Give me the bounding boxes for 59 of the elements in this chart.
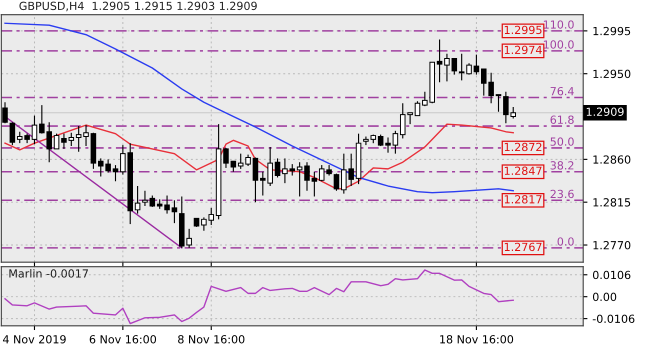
- candlestick: [76, 126, 82, 152]
- y-tick-label: 1.2770: [593, 240, 630, 250]
- annotation: 61.8: [550, 115, 574, 124]
- y-tick-label: 1.2860: [593, 155, 630, 164]
- y-tick-label: -0.0106: [592, 314, 634, 323]
- annotation: 50.0: [550, 137, 574, 146]
- x-tick-label: 6 Nov 16:00: [90, 335, 156, 344]
- ref-line-label: 1.2974: [504, 46, 542, 54]
- candlestick: [238, 153, 244, 170]
- y-tick-label: 1.2815: [593, 198, 630, 207]
- candlestick: [98, 158, 104, 178]
- annotation: 110.0: [544, 20, 574, 29]
- candlestick: [156, 198, 162, 210]
- annotation: 38.2: [550, 161, 574, 170]
- y-tick-label: 0.0106: [592, 270, 630, 280]
- candlestick: [400, 102, 406, 139]
- candlestick: [326, 164, 332, 176]
- annotation: 23.6: [550, 190, 574, 198]
- candlestick: [39, 104, 45, 134]
- annotation: 0.0: [558, 237, 574, 246]
- candlestick: [134, 185, 140, 214]
- candlestick: [46, 122, 52, 163]
- annotation: 76.4: [550, 86, 574, 96]
- annotation: 100.0: [544, 40, 574, 49]
- ref-line-label: 1.2817: [504, 195, 542, 204]
- candlestick: [68, 132, 74, 147]
- x-tick-label: 4 Nov 2019: [2, 335, 66, 344]
- ref-line-label: 1.2872: [504, 142, 542, 152]
- candlestick: [334, 173, 340, 192]
- chart-title: GBPUSD,H4 1.2905 1.2915 1.2903 1.2909: [19, 2, 257, 12]
- y-tick-label: 1.2995: [593, 26, 630, 36]
- candlestick: [267, 146, 273, 187]
- x-tick-label: 18 Nov 16:00: [440, 335, 514, 344]
- candlestick: [150, 194, 156, 208]
- line-series: [4, 269, 514, 324]
- candlestick: [481, 68, 487, 96]
- candlestick: [208, 207, 214, 226]
- ref-line-label: 1.2847: [504, 166, 542, 175]
- candlestick: [142, 190, 148, 207]
- y-tick-label: 0.00: [592, 292, 616, 302]
- candlestick: [348, 153, 354, 187]
- candlestick: [260, 171, 266, 196]
- ref-line-label: 1.2909: [586, 108, 624, 116]
- candlestick: [341, 153, 347, 194]
- candlestick: [186, 228, 192, 248]
- candlestick: [503, 91, 509, 124]
- candlestick: [10, 122, 16, 146]
- ref-line-label: 1.2767: [504, 242, 542, 252]
- candlestick: [230, 160, 236, 172]
- x-tick-label: 8 Nov 16:00: [178, 335, 244, 344]
- candlestick: [2, 102, 8, 124]
- candlestick: [510, 106, 516, 119]
- chart-title: Marlin -0.0017: [9, 269, 88, 278]
- candlestick: [318, 164, 324, 182]
- candlestick: [290, 164, 296, 176]
- candlestick: [16, 131, 23, 144]
- candlestick: [452, 58, 458, 76]
- ref-line-label: 1.2995: [504, 26, 542, 34]
- y-tick-label: 1.2950: [593, 70, 630, 78]
